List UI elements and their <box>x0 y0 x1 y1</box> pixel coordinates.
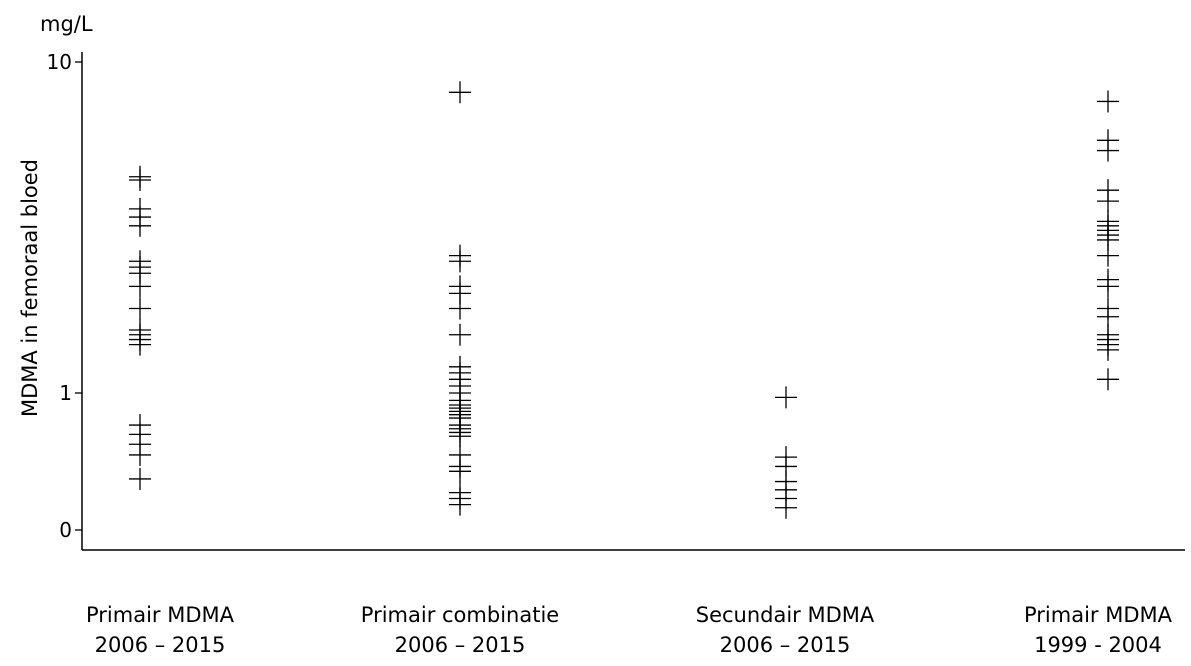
y-axis-label: MDMA in femoraal bloed <box>18 158 42 418</box>
data-points <box>129 81 1119 519</box>
category-label-4-line1: Primair MDMA <box>1023 603 1172 627</box>
data-point-1-9 <box>129 275 151 298</box>
category-label-2-line1: Primair combinatie <box>360 603 560 627</box>
category-label-1-line1: Primair MDMA <box>85 603 234 627</box>
data-point-2-22 <box>449 425 471 448</box>
unit-label: mg/L <box>40 12 93 36</box>
category-label-2: Primair combinatie 2006 – 2015 <box>310 600 610 661</box>
axes: 0 1 10 <box>47 50 1185 551</box>
category-label-1-line2: 2006 – 2015 <box>94 633 226 658</box>
data-point-1-19 <box>129 467 151 490</box>
data-point-4-5 <box>1097 190 1119 213</box>
y-tick-label-1: 1 <box>59 381 72 405</box>
data-point-4-20 <box>1097 368 1119 391</box>
data-point-4-1 <box>1097 90 1119 113</box>
data-point-2-7 <box>449 323 471 346</box>
y-tick-label-2: 10 <box>47 50 72 74</box>
data-point-4-11 <box>1097 244 1119 267</box>
data-point-4-13 <box>1097 275 1119 298</box>
category-label-1: Primair MDMA 2006 – 2015 <box>10 600 310 661</box>
y-tick-label-0: 0 <box>59 518 72 542</box>
category-label-3-line2: 2006 – 2015 <box>719 633 851 658</box>
data-point-2-28 <box>449 493 471 516</box>
data-point-1-2 <box>129 169 151 192</box>
data-point-3-7 <box>775 496 797 519</box>
category-label-4-line2: 1999 - 2004 <box>1034 633 1162 658</box>
data-point-1-18 <box>129 443 151 466</box>
data-point-2-6 <box>449 297 471 320</box>
category-label-2-line2: 2006 – 2015 <box>394 633 526 658</box>
category-label-3: Secundair MDMA 2006 – 2015 <box>635 600 935 661</box>
data-point-2-1 <box>449 81 471 104</box>
data-point-1-10 <box>129 297 151 320</box>
data-point-2-3 <box>449 250 471 273</box>
category-label-3-line1: Secundair MDMA <box>695 603 875 627</box>
data-point-3-1 <box>775 386 797 409</box>
data-point-4-19 <box>1097 338 1119 361</box>
data-point-1-14 <box>129 333 151 356</box>
category-label-4: Primair MDMA 1999 - 2004 <box>948 600 1191 661</box>
data-point-2-25 <box>449 460 471 483</box>
data-point-1-5 <box>129 214 151 237</box>
data-point-4-3 <box>1097 139 1119 162</box>
